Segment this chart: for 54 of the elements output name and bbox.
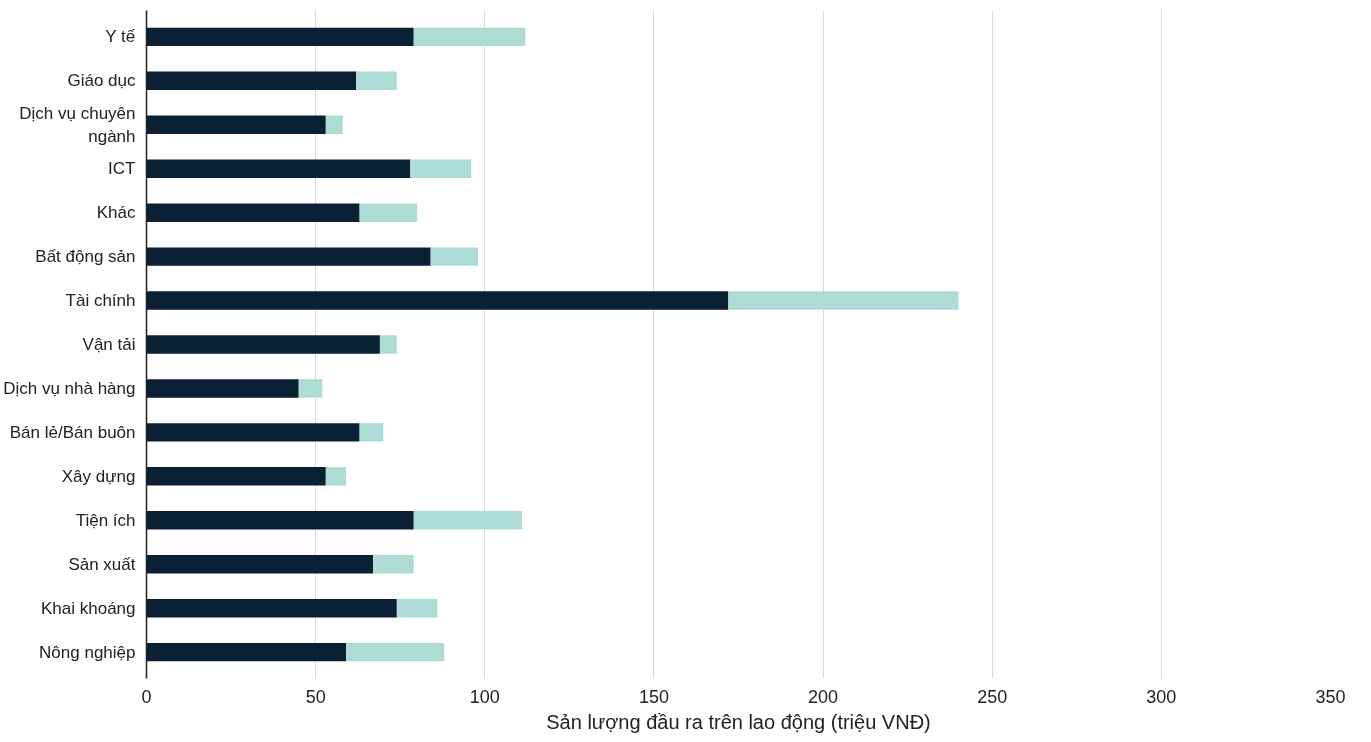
bar: [373, 555, 414, 574]
y-tick-label: Khác: [96, 203, 136, 223]
y-tick-label: Nông nghiệp: [39, 642, 136, 662]
x-tick-label: 100: [469, 686, 500, 707]
y-tick-label: Giáo dục: [67, 71, 136, 91]
bar: [728, 291, 959, 310]
y-tick-label: Dịch vụ nhà hàng: [3, 378, 136, 398]
bar: [146, 555, 374, 574]
x-axis-title: Sản lượng đầu ra trên lao động (triệu VNĐ): [546, 710, 931, 733]
bar: [410, 159, 472, 178]
y-tick-label: ICT: [108, 159, 136, 179]
y-tick-label: Sản xuất: [68, 554, 136, 574]
x-tick-label: 50: [305, 686, 326, 707]
bar: [146, 159, 411, 178]
y-tick-label: Dịch vụ chuyên ngành: [19, 103, 136, 146]
bar: [146, 27, 414, 47]
bar: [146, 115, 326, 134]
x-tick-label: 300: [1146, 686, 1177, 707]
bar: [325, 467, 347, 486]
bar: [146, 423, 360, 442]
bar: [146, 71, 357, 91]
bar: [146, 379, 299, 398]
bar: [146, 335, 380, 354]
x-tick-label: 250: [977, 686, 1008, 707]
y-tick-label: Tiện ích: [75, 510, 136, 530]
bar: [146, 467, 326, 486]
bar: [146, 291, 729, 310]
bar: [430, 247, 479, 266]
y-tick-label: Bất động sản: [35, 247, 136, 267]
bar: [413, 511, 522, 530]
bar: [146, 642, 347, 662]
bar: [359, 423, 384, 442]
y-tick-label: Bán lẻ/Bán buôn: [9, 422, 136, 442]
bar: [146, 203, 360, 222]
y-tick-label: Xây dựng: [61, 466, 136, 486]
x-tick-label: 200: [808, 686, 839, 707]
x-tick-label: 350: [1315, 686, 1346, 707]
bar: [146, 247, 431, 266]
bar: [356, 71, 397, 91]
bar: [359, 203, 418, 222]
bar: [346, 642, 445, 662]
y-tick-label: Tài chính: [65, 291, 136, 311]
bar: [146, 511, 414, 530]
bar: [413, 27, 526, 47]
y-tick-label: Khai khoáng: [40, 598, 136, 618]
bar: [396, 598, 438, 618]
bar: [379, 335, 397, 354]
bar: [325, 115, 343, 134]
x-tick-label: 150: [638, 686, 669, 707]
bar: [298, 379, 323, 398]
y-tick-label: Y tế: [105, 27, 136, 47]
x-tick-label: 0: [141, 686, 152, 707]
y-tick-label: Vận tải: [82, 335, 136, 354]
bar: [146, 598, 397, 618]
